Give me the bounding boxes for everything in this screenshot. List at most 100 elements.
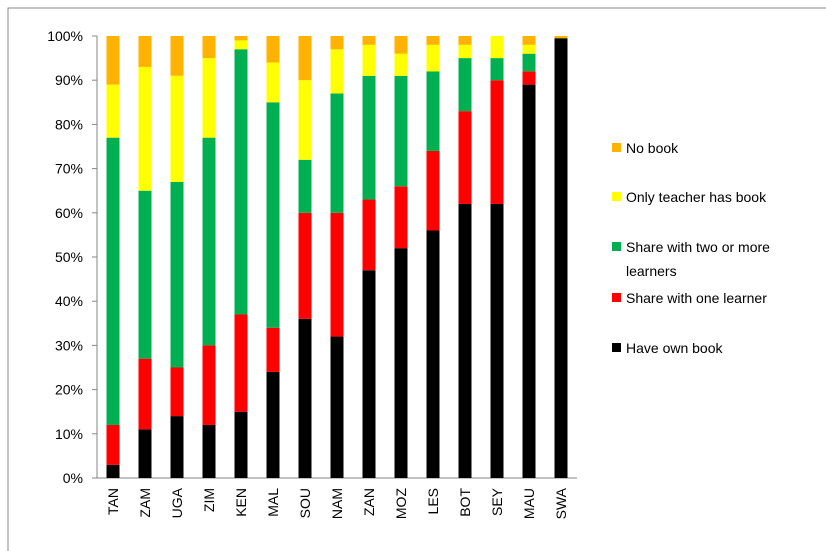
bar-segment: [426, 230, 440, 478]
y-tick-label: 90%: [55, 72, 83, 88]
bar-segment: [298, 159, 312, 213]
legend-label: Have own book: [626, 340, 723, 356]
bar-segment: [170, 75, 184, 182]
bar-segment: [202, 345, 216, 425]
bar-segment: [362, 36, 376, 45]
bar-segment: [170, 36, 184, 76]
x-tick-label: TAN: [105, 488, 121, 515]
bar-segment: [458, 111, 472, 204]
bar-segment: [202, 36, 216, 59]
x-tick-label: MAU: [521, 488, 537, 519]
legend-item: Have own book: [612, 336, 822, 360]
legend-item: No book: [612, 136, 822, 160]
bar-segment: [234, 49, 248, 315]
bar-segment: [362, 44, 376, 76]
x-tick-label: ZAM: [137, 488, 153, 518]
legend-label: Share with two or more learners: [626, 239, 770, 279]
bar-segment: [234, 314, 248, 412]
bar-segment: [394, 53, 408, 76]
bar-segment: [362, 199, 376, 271]
bar-segment: [330, 212, 344, 337]
legend-label: Only teacher has book: [626, 189, 767, 205]
bar-segment: [106, 424, 120, 465]
bar-segment: [330, 93, 344, 213]
y-tick-label: 40%: [55, 293, 83, 309]
bar-segment: [266, 371, 280, 478]
legend-label: No book: [626, 140, 679, 156]
bar-segment: [138, 190, 152, 359]
bar-segment: [490, 36, 504, 59]
bar-segment: [330, 49, 344, 94]
legend-swatch: [612, 143, 621, 152]
bar-segment: [394, 75, 408, 187]
bar-segment: [522, 84, 536, 479]
legend-swatch: [612, 242, 621, 251]
bar-segment: [266, 36, 280, 63]
bar-segment: [522, 44, 536, 54]
x-tick-label: NAM: [329, 488, 345, 519]
bar-segment: [554, 38, 568, 479]
chart-border: [7, 7, 826, 551]
legend-item: Share with two or more learners: [612, 235, 822, 283]
bar-segment: [362, 270, 376, 478]
legend-swatch: [612, 192, 621, 201]
y-tick-label: 10%: [55, 426, 83, 442]
legend-swatch: [612, 343, 621, 352]
bar-segment: [394, 186, 408, 249]
bar-segment: [490, 203, 504, 478]
x-tick-label: BOT: [457, 488, 473, 517]
bar-segment: [394, 248, 408, 478]
x-tick-label: SEY: [489, 487, 505, 516]
bar-segment: [458, 58, 472, 112]
y-tick-label: 30%: [55, 337, 83, 353]
bar-segment: [394, 36, 408, 54]
bar-segment: [298, 80, 312, 160]
x-tick-label: MOZ: [393, 488, 409, 520]
bar-segment: [266, 102, 280, 328]
y-tick-label: 50%: [55, 249, 83, 265]
bar-segment: [362, 75, 376, 200]
bar-segment: [490, 58, 504, 81]
bar-segment: [106, 36, 120, 85]
bar-segment: [426, 44, 440, 72]
bar-segment: [170, 367, 184, 417]
bar-segment: [138, 36, 152, 67]
bar-segment: [458, 36, 472, 45]
bar-segment: [266, 327, 280, 372]
bar-segment: [426, 36, 440, 45]
bar-segment: [522, 71, 536, 85]
bar-segment: [202, 424, 216, 478]
bar-segment: [170, 416, 184, 478]
y-tick-label: 80%: [55, 116, 83, 132]
bar-segment: [330, 336, 344, 478]
bar-segment: [298, 318, 312, 478]
bar-segment: [138, 429, 152, 478]
bar-segment: [266, 62, 280, 103]
bar-segment: [426, 150, 440, 231]
bar-segment: [106, 84, 120, 138]
bar-segment: [298, 36, 312, 81]
y-tick-label: 70%: [55, 161, 83, 177]
x-tick-label: ZAN: [361, 488, 377, 516]
bar-segment: [490, 80, 504, 204]
bar-segment: [458, 203, 472, 478]
bar-segment: [202, 58, 216, 138]
x-tick-label: SWA: [553, 487, 569, 519]
x-tick-label: LES: [425, 488, 441, 514]
x-tick-label: UGA: [169, 487, 185, 518]
bar-segment: [234, 40, 248, 50]
x-tick-label: KEN: [233, 488, 249, 517]
legend-label: Share with one learner: [626, 290, 767, 306]
bar-segment: [106, 137, 120, 425]
y-tick-label: 20%: [55, 382, 83, 398]
x-tick-label: ZIM: [201, 488, 217, 512]
bar-segment: [106, 464, 120, 478]
legend-item: Only teacher has book: [612, 185, 822, 209]
legend-swatch: [612, 293, 621, 302]
y-tick-label: 0%: [63, 470, 83, 486]
x-tick-label: MAL: [265, 488, 281, 517]
bar-segment: [234, 36, 248, 41]
bar-segment: [202, 137, 216, 346]
